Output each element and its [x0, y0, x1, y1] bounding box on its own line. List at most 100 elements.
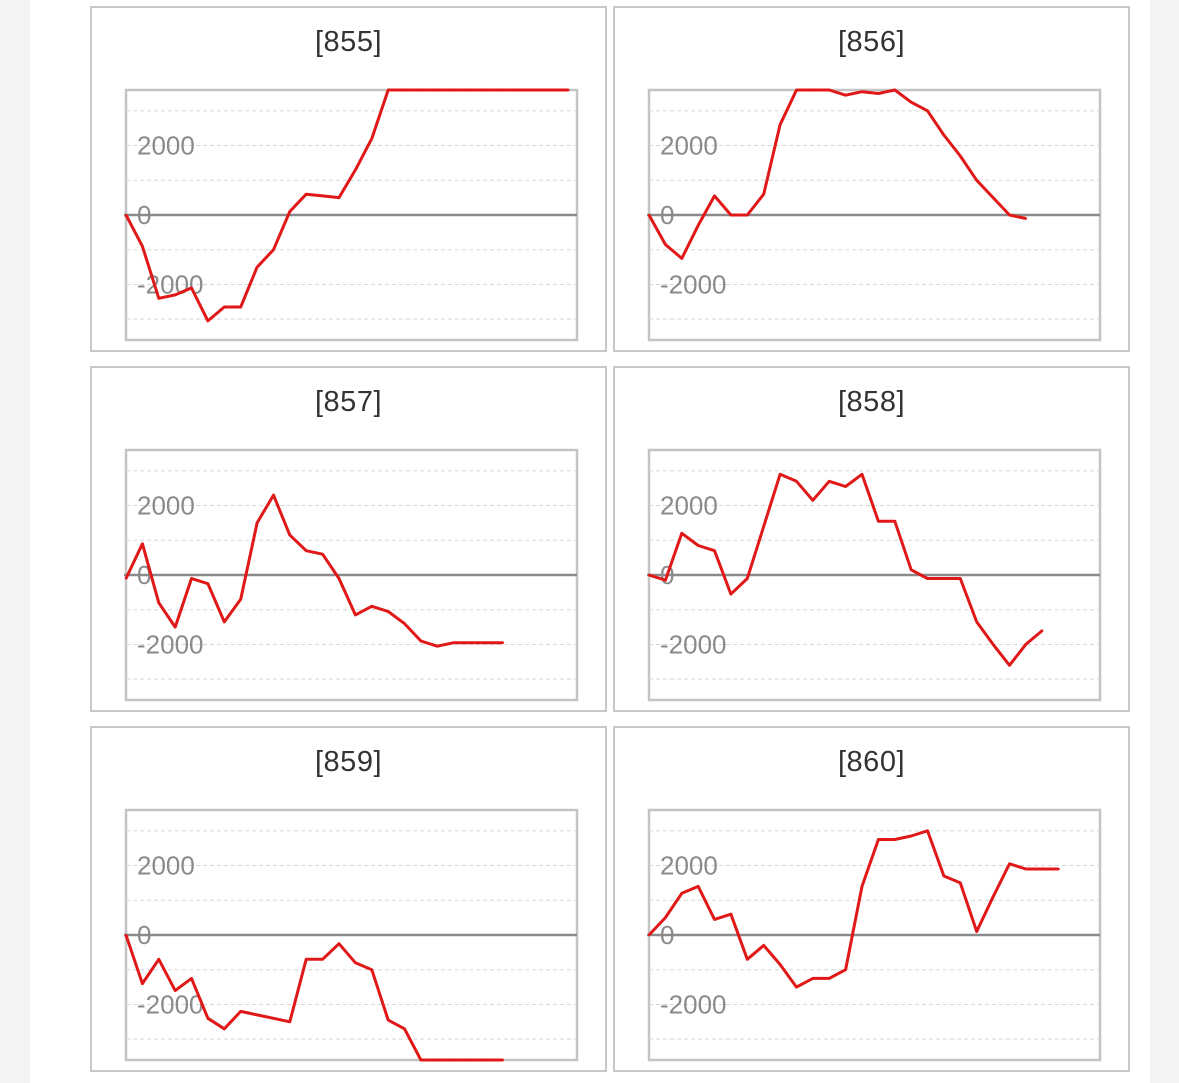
data-point: [1008, 213, 1011, 217]
data-point: [1024, 867, 1028, 871]
data-point: [991, 643, 995, 646]
data-point: [926, 109, 929, 113]
data-point: [975, 930, 978, 933]
data-point: [696, 544, 700, 547]
data-point: [288, 533, 292, 537]
data-point: [157, 297, 160, 300]
chart-panel-858[interactable]: [858] 2000 0 -2000: [613, 366, 1130, 712]
data-point: [305, 549, 308, 552]
data-point: [501, 1058, 505, 1062]
data-point: [436, 88, 439, 92]
chart-panel-856[interactable]: [856] 2000 0 -2000: [613, 6, 1130, 352]
data-point: [959, 577, 962, 580]
data-point: [1057, 867, 1060, 871]
chart-title: [860]: [838, 746, 905, 778]
data-point: [926, 829, 929, 833]
data-point: [680, 532, 683, 535]
data-point: [713, 918, 716, 921]
data-point: [272, 248, 275, 251]
data-point: [778, 123, 782, 126]
data-point: [975, 620, 978, 624]
y-tick-label: 2000: [660, 851, 718, 881]
data-point: [468, 1058, 472, 1062]
chart-panel-857[interactable]: [857] 2000 0 -2000: [90, 366, 607, 712]
data-point: [452, 1058, 455, 1062]
series-line: [647, 829, 1059, 989]
data-point: [124, 577, 128, 580]
chart-panel-860[interactable]: [860] 2000 0 -2000: [613, 726, 1130, 1072]
data-point: [811, 499, 815, 502]
line-chart-860: 2000 0 -2000: [647, 808, 1102, 1062]
data-point: [729, 592, 733, 596]
data-point: [239, 305, 242, 309]
data-point: [321, 958, 324, 961]
data-point: [664, 243, 667, 246]
data-point: [419, 1058, 423, 1062]
data-point: [959, 881, 962, 885]
data-point: [255, 265, 259, 269]
data-point: [664, 916, 667, 919]
chart-title: [858]: [838, 386, 905, 418]
data-point: [647, 213, 651, 217]
data-point: [223, 1027, 226, 1030]
y-tick-label: 2000: [137, 851, 195, 881]
chart-panel-859[interactable]: [859] 2000 0 -2000: [90, 726, 607, 1072]
data-point: [223, 620, 226, 624]
data-point: [713, 194, 716, 198]
data-point: [746, 958, 749, 961]
data-point: [664, 579, 667, 582]
data-point: [1041, 629, 1044, 632]
data-point: [436, 1058, 439, 1062]
data-point: [828, 88, 831, 92]
y-tick-label: 2000: [137, 131, 195, 161]
data-point: [206, 1017, 210, 1020]
data-point: [942, 133, 946, 137]
data-point: [860, 473, 864, 476]
data-point: [305, 958, 308, 961]
data-point: [124, 213, 128, 217]
data-point: [844, 485, 847, 488]
y-tick-label: -2000: [660, 989, 727, 1019]
data-point: [272, 493, 275, 497]
y-tick-label: 2000: [660, 491, 718, 521]
data-point: [795, 88, 798, 92]
data-point: [337, 196, 341, 199]
data-point: [370, 137, 373, 140]
data-point: [1024, 217, 1028, 220]
chart-panel-855[interactable]: [855] 2000 0 -2000: [90, 6, 607, 352]
y-tick-label: -2000: [660, 629, 727, 659]
data-point: [729, 213, 733, 217]
data-point: [762, 192, 765, 196]
data-point: [288, 210, 292, 213]
data-point: [403, 88, 406, 92]
chart-title: [859]: [315, 746, 382, 778]
data-point: [239, 598, 242, 601]
data-point: [124, 933, 128, 937]
data-point: [811, 88, 815, 92]
data-point: [1041, 867, 1044, 871]
data-point: [877, 92, 880, 95]
data-point: [337, 577, 341, 580]
chart-grid: [855] 2000 0 -2000 [856] 2000 0 -2000 [857] …: [90, 6, 1135, 1078]
data-point: [959, 154, 962, 158]
data-point: [452, 88, 455, 92]
data-point: [190, 577, 193, 580]
data-point: [419, 639, 423, 643]
data-point: [909, 834, 913, 838]
data-point: [386, 610, 390, 613]
data-point: [942, 577, 946, 580]
data-point: [386, 1018, 390, 1022]
data-point: [354, 961, 357, 964]
data-point: [403, 622, 406, 625]
data-point: [337, 942, 341, 945]
data-point: [778, 473, 782, 476]
data-point: [157, 601, 160, 604]
y-tick-label: -2000: [137, 629, 204, 659]
data-point: [696, 224, 700, 227]
chart-title: [857]: [315, 386, 382, 418]
series-line: [124, 88, 569, 323]
data-point: [370, 968, 373, 971]
data-point: [1008, 664, 1011, 667]
